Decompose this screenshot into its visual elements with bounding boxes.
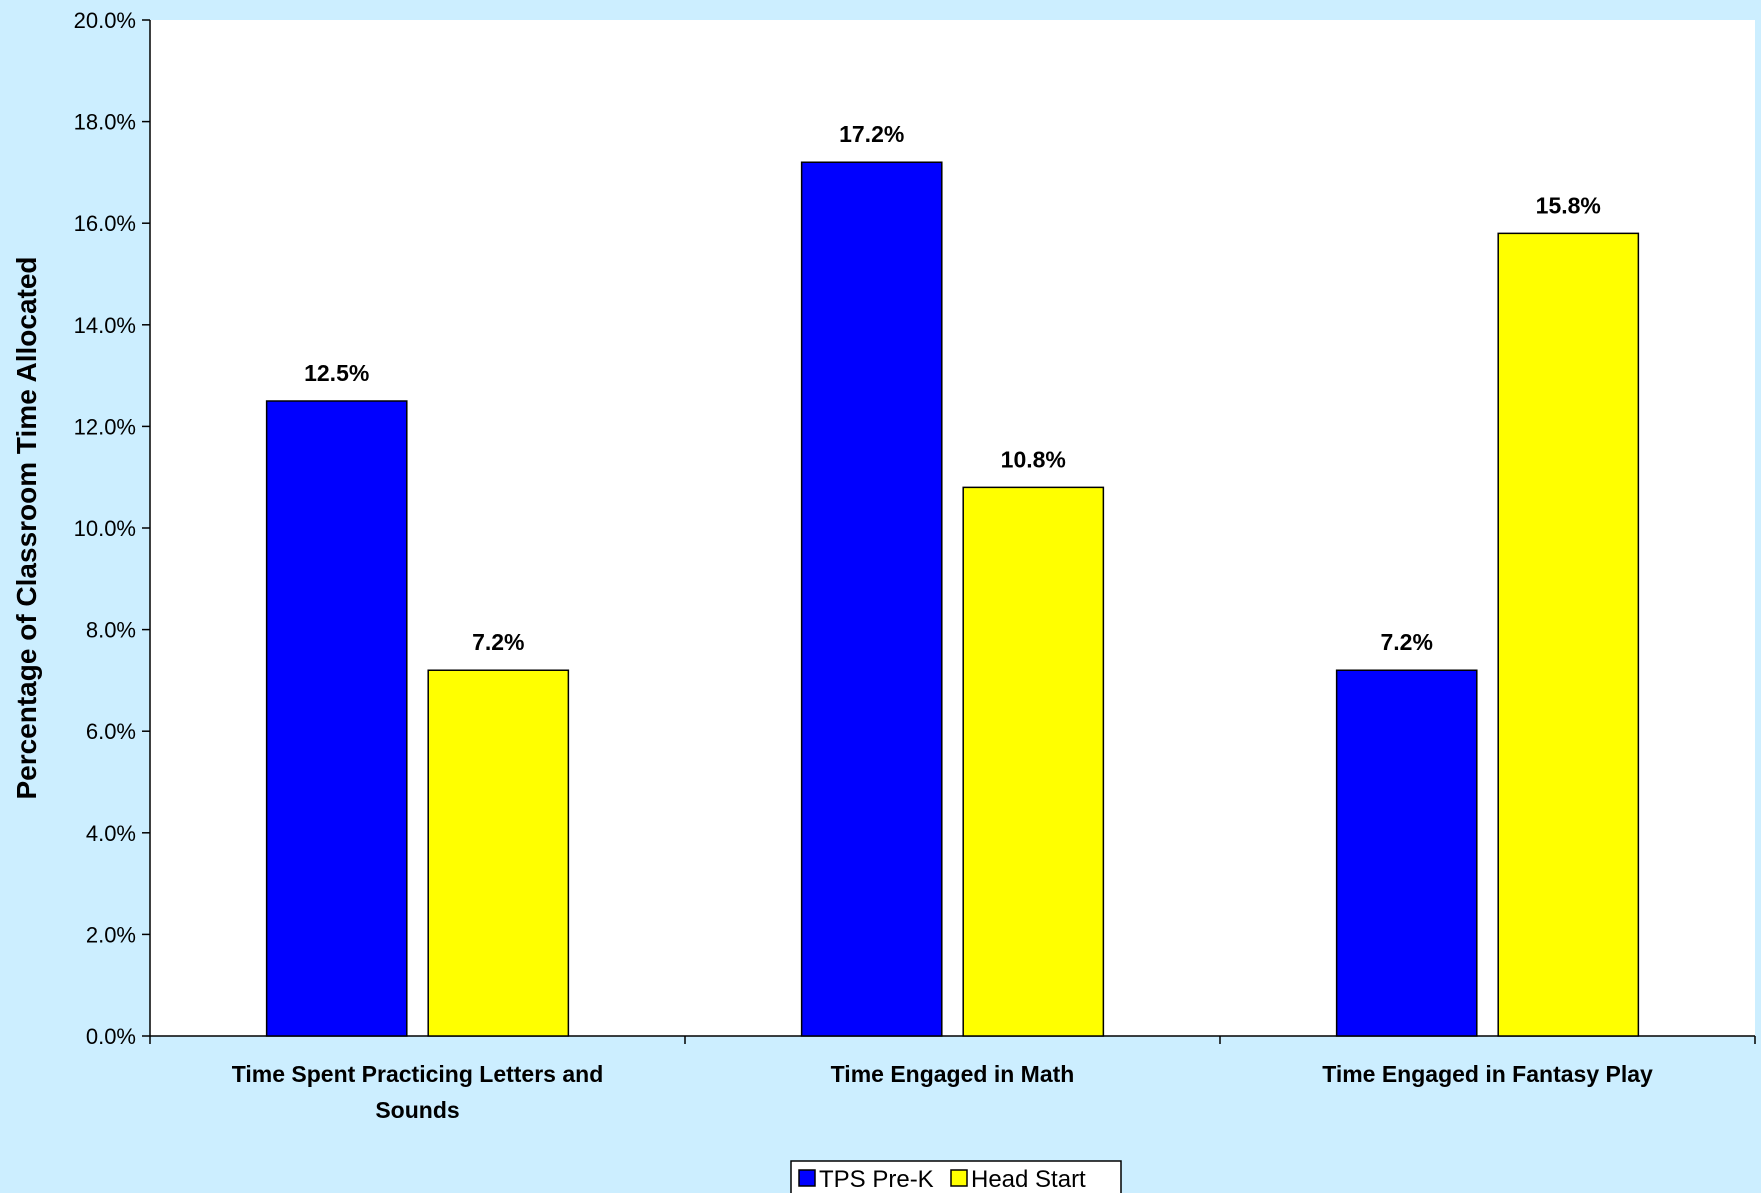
data-label: 15.8% [1536,192,1601,218]
data-labels: 12.5% 17.2% 7.2% 7.2% 10.8% 15.8% [304,121,1601,655]
plot-area [150,20,1755,1036]
data-label: 7.2% [1380,629,1432,655]
bar [962,486,1105,1037]
y-tick-label: 18.0% [74,110,136,135]
data-label: 12.5% [304,360,369,386]
y-tick-label: 0.0% [86,1024,136,1049]
legend-label: TPS Pre-K [819,1166,934,1193]
y-tick-label: 8.0% [86,618,136,643]
legend-swatch [950,1169,968,1187]
bar [265,400,408,1037]
bar [1497,232,1640,1037]
y-axis: 0.0% 2.0% 4.0% 6.0% 8.0% 10.0% 12.0% 14.0% 16.0%… [74,8,151,1049]
category-label: Time Spent Practicing Letters and Sounds [232,1061,604,1123]
bar [800,161,943,1037]
y-tick-label: 12.0% [74,414,136,439]
bars [265,161,1640,1037]
y-tick-label: 20.0% [74,8,136,33]
x-axis: Time Spent Practicing Letters and Sounds T… [149,1035,1756,1123]
y-tick-label: 2.0% [86,922,136,947]
legend-swatch [798,1169,816,1187]
data-label: 7.2% [472,629,524,655]
data-label: 17.2% [839,121,904,147]
category-label: Time Engaged in Fantasy Play [1322,1061,1653,1087]
data-label: 10.8% [1001,446,1066,472]
y-tick-label: 6.0% [86,719,136,744]
bar [1335,669,1478,1037]
y-axis-title: Percentage of Classroom Time Allocated [11,256,42,799]
y-tick-label: 16.0% [74,211,136,236]
y-tick-label: 10.0% [74,516,136,541]
legend-label: Head Start [971,1166,1086,1193]
bar [427,669,570,1037]
category-label: Time Engaged in Math [831,1061,1075,1087]
legend: TPS Pre-K Head Start [790,1160,1122,1193]
y-tick-label: 4.0% [86,821,136,846]
y-tick-label: 14.0% [74,313,136,338]
